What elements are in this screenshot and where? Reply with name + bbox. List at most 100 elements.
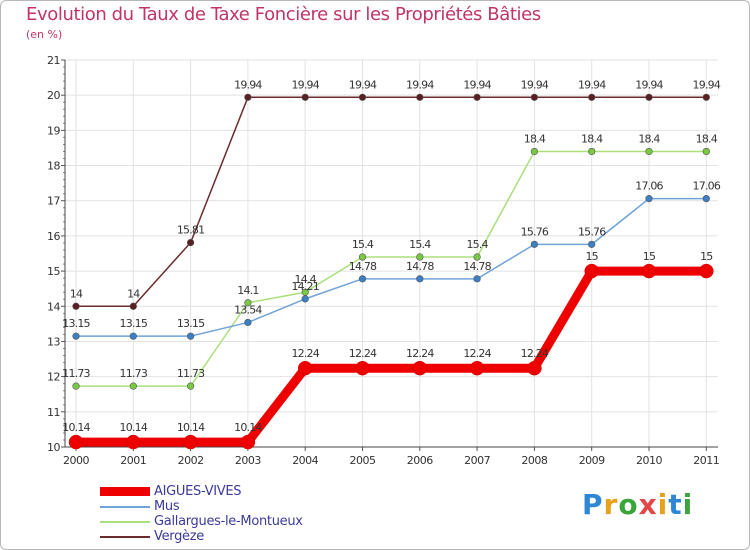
data-label-mus: 13.54 bbox=[234, 303, 262, 316]
data-point-verg-ze bbox=[244, 93, 252, 101]
x-tick-label: 2006 bbox=[407, 454, 433, 467]
data-point-aigues-vives bbox=[469, 360, 485, 376]
y-tick-label: 19 bbox=[47, 124, 60, 137]
data-label-gallargues-le-montueux: 18.4 bbox=[524, 132, 546, 145]
data-point-aigues-vives bbox=[240, 434, 256, 450]
y-tick-label: 13 bbox=[47, 335, 60, 348]
legend-label: Gallargues-le-Montueux bbox=[154, 514, 303, 529]
data-point-mus bbox=[301, 295, 309, 303]
data-label-gallargues-le-montueux: 14.4 bbox=[295, 273, 317, 286]
data-point-aigues-vives bbox=[527, 360, 542, 376]
y-tick-label: 16 bbox=[47, 230, 60, 243]
logo-letter: P bbox=[582, 488, 604, 521]
y-tick-label: 17 bbox=[47, 195, 60, 208]
legend-label: Vergèze bbox=[154, 529, 204, 544]
data-label-verg-ze: 14 bbox=[70, 287, 83, 300]
data-point-mus bbox=[530, 240, 539, 248]
y-tick-label: 11 bbox=[47, 406, 60, 419]
data-label-gallargues-le-montueux: 18.4 bbox=[696, 132, 718, 145]
x-tick-label: 2004 bbox=[292, 454, 318, 467]
data-point-gallargues-le-montueux bbox=[702, 147, 710, 156]
data-point-gallargues-le-montueux bbox=[244, 299, 252, 307]
data-label-gallargues-le-montueux: 18.4 bbox=[581, 132, 603, 145]
data-point-gallargues-le-montueux bbox=[416, 253, 424, 261]
data-label-gallargues-le-montueux: 11.73 bbox=[120, 367, 148, 380]
data-point-verg-ze bbox=[358, 93, 367, 101]
data-label-gallargues-le-montueux: 11.73 bbox=[177, 367, 205, 380]
legend-swatch bbox=[100, 520, 150, 523]
data-point-aigues-vives bbox=[126, 434, 141, 450]
data-point-verg-ze bbox=[416, 93, 424, 101]
series-line-gallargues-le-montueux bbox=[76, 150, 707, 387]
y-tick-label: 10 bbox=[47, 441, 60, 454]
grid bbox=[65, 59, 718, 447]
data-point-mus bbox=[473, 275, 481, 283]
data-point-verg-ze bbox=[702, 93, 710, 101]
data-label-verg-ze: 19.94 bbox=[291, 78, 319, 91]
data-label-verg-ze: 15.81 bbox=[177, 224, 205, 237]
y-tick-label: 12 bbox=[47, 371, 60, 384]
data-label-aigues-vives: 12.24 bbox=[463, 347, 491, 360]
data-label-mus: 15.76 bbox=[521, 225, 549, 238]
logo-letter: r bbox=[603, 488, 619, 521]
data-point-aigues-vives bbox=[183, 434, 198, 450]
data-label-verg-ze: 19.94 bbox=[349, 78, 377, 91]
data-point-mus bbox=[72, 332, 80, 340]
data-label-aigues-vives: 12.24 bbox=[406, 347, 434, 360]
data-label-gallargues-le-montueux: 15.4 bbox=[409, 238, 431, 251]
x-tick-label: 2007 bbox=[464, 454, 490, 467]
data-label-aigues-vives: 12.24 bbox=[521, 347, 549, 360]
y-tick-label: 14 bbox=[47, 300, 60, 313]
data-label-mus: 13.15 bbox=[120, 317, 148, 330]
x-tick-label: 2010 bbox=[636, 454, 662, 467]
x-tick-label: 2011 bbox=[693, 454, 719, 467]
data-point-gallargues-le-montueux bbox=[358, 253, 367, 261]
axes: 10 11 12 13 14 15 16 17 18 19 20 21 2000 2001 2002 2003… bbox=[47, 54, 720, 467]
data-label-verg-ze: 19.94 bbox=[578, 78, 606, 91]
data-point-gallargues-le-montueux bbox=[473, 253, 481, 261]
data-point-mus bbox=[416, 275, 424, 283]
data-label-mus: 14.78 bbox=[406, 260, 434, 273]
data-point-aigues-vives bbox=[68, 434, 84, 450]
logo-letter: i bbox=[657, 488, 669, 521]
data-point-mus bbox=[129, 332, 137, 340]
x-tick-label: 2005 bbox=[350, 454, 376, 467]
data-label-gallargues-le-montueux: 11.73 bbox=[62, 367, 90, 380]
data-point-verg-ze bbox=[588, 93, 596, 101]
legend-label: Mus bbox=[154, 499, 180, 514]
logo-letter: t bbox=[668, 488, 683, 521]
data-point-mus bbox=[645, 195, 653, 203]
series-line-aigues-vives bbox=[76, 266, 707, 447]
y-tick-label: 20 bbox=[47, 89, 60, 102]
data-point-aigues-vives bbox=[412, 360, 428, 376]
series-line-mus bbox=[76, 197, 707, 337]
data-point-verg-ze bbox=[301, 93, 309, 101]
x-tick-label: 2000 bbox=[63, 454, 89, 467]
data-label-verg-ze: 19.94 bbox=[406, 78, 434, 91]
data-point-aigues-vives bbox=[584, 263, 599, 279]
data-point-verg-ze bbox=[473, 93, 481, 101]
data-label-aigues-vives: 10.14 bbox=[177, 421, 205, 434]
data-label-aigues-vives: 10.14 bbox=[234, 421, 262, 434]
data-label-aigues-vives: 15 bbox=[643, 250, 656, 263]
data-label-aigues-vives: 15 bbox=[585, 250, 598, 263]
x-tick-label: 2003 bbox=[235, 454, 261, 467]
x-tick-label: 2001 bbox=[120, 454, 146, 467]
data-label-verg-ze: 19.94 bbox=[234, 78, 262, 91]
data-point-mus bbox=[244, 318, 252, 327]
data-labels: 14 14 15.81 19.94 19.94 19.94 19.94 19.94 19.94 1… bbox=[62, 78, 721, 434]
data-label-aigues-vives: 15 bbox=[700, 250, 713, 263]
data-label-mus: 15.76 bbox=[578, 225, 606, 238]
data-label-mus: 14.21 bbox=[291, 280, 319, 293]
data-label-mus: 14.78 bbox=[349, 260, 377, 273]
data-point-gallargues-le-montueux bbox=[72, 382, 80, 390]
y-tick-label: 18 bbox=[47, 160, 60, 173]
data-point-aigues-vives bbox=[699, 263, 714, 279]
legend-swatch bbox=[100, 535, 150, 538]
data-label-mus: 17.06 bbox=[635, 180, 663, 193]
data-point-mus bbox=[588, 240, 596, 248]
data-point-gallargues-le-montueux bbox=[187, 382, 195, 390]
data-label-mus: 13.15 bbox=[62, 317, 90, 330]
data-point-aigues-vives bbox=[641, 263, 657, 279]
